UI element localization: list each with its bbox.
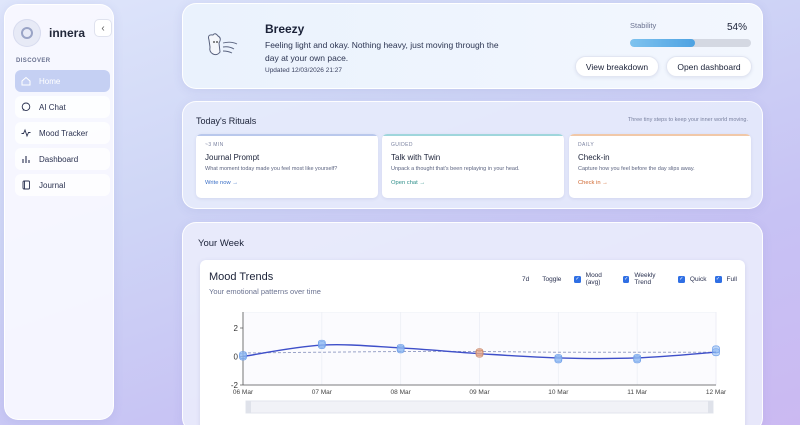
write-now-link[interactable]: Write now → [205, 180, 239, 186]
chevron-left-icon: ‹ [101, 22, 105, 34]
collapse-sidebar-button[interactable]: ‹ [94, 19, 112, 37]
y-tick-label: 2 [234, 324, 239, 333]
ritual-title: Talk with Twin [391, 153, 441, 162]
section-title: Your Week [198, 238, 244, 249]
bar-chart-icon [21, 154, 31, 164]
open-dashboard-button[interactable]: Open dashboard [666, 56, 752, 77]
mood-summary-card: Breezy Feeling light and okay. Nothing h… [182, 3, 763, 89]
nav-section-label: DISCOVER [16, 58, 51, 64]
brand-name: innera [49, 26, 86, 40]
checkbox-label: Quick [689, 275, 707, 283]
ritual-title: Journal Prompt [205, 153, 260, 162]
card-accent-line [382, 134, 564, 136]
checkbox-weekly-trend[interactable]: ✓ Weekly Trend [623, 272, 670, 286]
sidebar-item-journal[interactable]: Journal [15, 174, 110, 196]
full-marker [396, 345, 405, 354]
home-icon [21, 76, 31, 86]
section-title: Today's Rituals [196, 116, 257, 126]
sidebar: innera ‹ DISCOVER Home AI Chat Mood Trac… [4, 4, 114, 420]
ritual-tag: GUIDED [391, 142, 413, 148]
full-marker [475, 349, 484, 358]
brand-logo-icon [13, 19, 41, 47]
ritual-description: Unpack a thought that's been replaying i… [391, 166, 520, 172]
activity-icon [21, 128, 31, 138]
range-7d-button[interactable]: 7d [522, 275, 530, 283]
full-marker [554, 355, 563, 364]
updated-timestamp: Updated 12/03/2026 21:27 [265, 67, 342, 74]
mood-description: Feeling light and okay. Nothing heavy, j… [265, 40, 499, 63]
checkbox-mood-avg[interactable]: ✓ Mood (avg) [574, 272, 615, 286]
mood-title: Breezy [265, 22, 305, 36]
x-tick-label: 11 Mar [627, 389, 648, 396]
sidebar-item-mood-tracker[interactable]: Mood Tracker [15, 122, 110, 144]
y-tick-label: -2 [231, 381, 239, 390]
ritual-title: Check-in [578, 153, 610, 162]
view-breakdown-button[interactable]: View breakdown [575, 56, 659, 77]
ritual-card-talk-with-twin[interactable]: GUIDED Talk with Twin Unpack a thought t… [382, 134, 564, 198]
sidebar-item-label: Dashboard [39, 154, 79, 164]
checkmark-icon: ✓ [623, 275, 630, 283]
sidebar-nav: Home AI Chat Mood Tracker Dashboard Jour… [15, 70, 110, 200]
x-tick-label: 06 Mar [233, 389, 254, 396]
x-tick-label: 12 Mar [706, 389, 727, 396]
checkmark-icon: ✓ [677, 275, 685, 283]
chart-subtitle: Your emotional patterns over time [209, 287, 321, 296]
x-tick-label: 09 Mar [469, 389, 490, 396]
chart-controls: 7d Toggle ✓ Mood (avg) ✓ Weekly Trend ✓ Qui… [522, 272, 745, 286]
sidebar-item-label: Home [39, 76, 61, 86]
full-marker [239, 351, 247, 359]
card-accent-line [196, 134, 378, 136]
full-marker [317, 339, 326, 348]
card-accent-line [569, 134, 751, 136]
full-marker [633, 355, 642, 364]
section-subtitle: Three tiny steps to keep your inner worl… [627, 117, 748, 123]
range-slider-handle-left [246, 401, 251, 413]
breeze-mascot-icon [208, 33, 238, 56]
range-slider-track [245, 400, 714, 414]
book-icon [21, 180, 31, 190]
brand[interactable]: innera [13, 19, 85, 47]
check-in-link[interactable]: Check in → [578, 180, 608, 186]
x-tick-label: 07 Mar [312, 389, 333, 396]
ritual-tag: DAILY [578, 142, 595, 148]
mood-trends-chart: 2 0 -206 Mar 07 Mar 08 Mar 09 Mar 10 Mar 11 Mar… [231, 312, 727, 414]
ritual-description: Capture how you feel before the day slip… [578, 166, 695, 172]
chart-title: Mood Trends [209, 271, 274, 283]
stability-label: Stability [630, 21, 657, 30]
checkbox-quick[interactable]: ✓ Quick [677, 275, 707, 283]
sidebar-item-label: Journal [39, 180, 66, 190]
y-tick-label: 0 [234, 353, 239, 362]
sidebar-item-home[interactable]: Home [15, 70, 110, 92]
stability-value: 54% [727, 22, 748, 33]
stability-progress-bar [630, 39, 751, 47]
sidebar-item-ai-chat[interactable]: AI Chat [15, 96, 110, 118]
stability-progress-fill [630, 39, 696, 47]
checkbox-label: Weekly Trend [634, 272, 656, 286]
chat-bubble-icon [21, 102, 31, 112]
sidebar-item-dashboard[interactable]: Dashboard [15, 148, 110, 170]
checkmark-icon: ✓ [714, 275, 722, 283]
your-week-section: Your Week Mood Trends Your emotional pat… [182, 222, 763, 425]
toggle-button[interactable]: Toggle [542, 275, 562, 283]
range-slider-handle-right [708, 401, 713, 413]
ritual-card-check-in[interactable]: DAILY Check-in Capture how you feel befo… [569, 134, 751, 198]
x-tick-label: 10 Mar [548, 389, 569, 396]
sidebar-item-label: AI Chat [39, 102, 66, 112]
x-tick-label: 08 Mar [391, 389, 412, 396]
full-marker [712, 345, 720, 354]
mood-trends-card: Mood Trends Your emotional patterns over… [200, 260, 745, 425]
checkbox-full[interactable]: ✓ Full [714, 275, 737, 283]
ritual-tag: ~3 MIN [205, 142, 224, 148]
checkmark-icon: ✓ [574, 275, 581, 283]
sidebar-item-label: Mood Tracker [39, 128, 88, 138]
checkbox-label: Mood (avg) [585, 272, 602, 286]
ritual-card-journal-prompt[interactable]: ~3 MIN Journal Prompt What moment today … [196, 134, 378, 198]
todays-rituals-section: Today's Rituals Three tiny steps to keep… [182, 101, 763, 209]
ritual-description: What moment today made you feel most lik… [205, 166, 338, 172]
checkbox-label: Full [726, 275, 737, 283]
open-chat-link[interactable]: Open chat → [391, 180, 426, 186]
